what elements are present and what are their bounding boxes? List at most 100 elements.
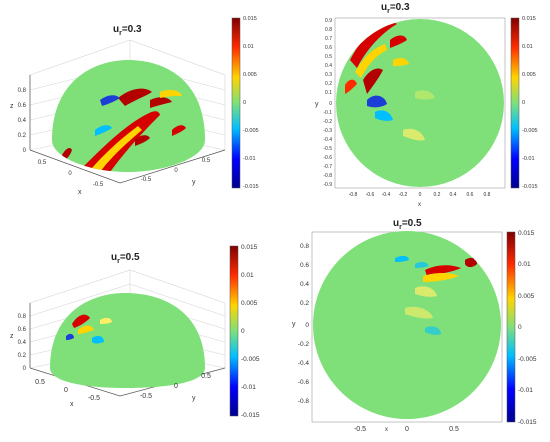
disk-surface <box>336 19 504 187</box>
y-tick-label: -0.8 <box>323 173 332 179</box>
y-tick-label: -0.4 <box>323 137 332 143</box>
colorbar-tick-label: 0 <box>241 328 245 335</box>
colorbar-tick-label: 0.005 <box>518 293 535 300</box>
x-ticks: -0.5 0 0.5 <box>354 426 459 433</box>
x-tick-label: -0.8 <box>349 192 358 198</box>
y-tick-label: 0.6 <box>325 45 332 51</box>
colorbar-tick-label: -0.015 <box>241 412 260 419</box>
x-tick-label: -0.6 <box>366 192 375 198</box>
x-tick-label: -0.4 <box>382 192 391 198</box>
z-axis-label: z <box>10 103 14 110</box>
colorbar-tick-label: 0.005 <box>241 300 258 307</box>
chart-title: ur=0.5 <box>111 252 140 265</box>
chart-title: ur=0.5 <box>393 218 422 231</box>
z-tick-label: 0.2 <box>18 133 27 139</box>
y-tick-label: -0.8 <box>298 398 310 405</box>
colorbar-tick-label: -0.015 <box>518 419 537 426</box>
y-tick-label: 0.6 <box>300 262 309 269</box>
colorbar-ticks: 0.015 0.01 0.005 0 -0.005 -0.01 -0.015 <box>243 16 259 190</box>
x-tick-label: 0.8 <box>484 192 491 198</box>
vortex-streak <box>375 110 393 121</box>
vortex-streak <box>92 126 142 172</box>
y-tick-label: -0.3 <box>323 128 332 134</box>
y-tick-label: -0.2 <box>323 119 332 125</box>
z-tick-label: 0.4 <box>18 340 27 346</box>
vortex-streak <box>72 314 90 328</box>
colorbar-tick-label: 0.01 <box>241 272 254 279</box>
x-tick-label: -0.5 <box>354 426 366 433</box>
colorbar: 0.015 0.01 0.005 0 -0.005 -0.01 -0.015 <box>231 16 259 190</box>
vortex-streak <box>355 44 387 78</box>
x-axis-label: x <box>78 189 82 196</box>
vortex-streak <box>92 335 104 344</box>
colorbar-tick-label: 0.015 <box>522 16 536 22</box>
y-tick-label: 0.2 <box>300 300 309 307</box>
colorbar: 0.015 0.01 0.005 0 -0.005 -0.01 -0.015 <box>229 244 260 419</box>
y-tick-label: -0.5 <box>140 393 152 400</box>
colorbar-tick-label: 0.015 <box>243 16 257 22</box>
y-tick-label: 0.7 <box>325 36 332 42</box>
z-tick-label: 0.6 <box>18 103 27 109</box>
x-tick-label: 0.5 <box>38 160 47 166</box>
colorbar: 0.015 0.01 0.005 0 -0.005 -0.01 -0.015 <box>510 16 538 190</box>
colorbar-tick-label: -0.005 <box>522 128 538 134</box>
y-ticks: 0.8 0.6 0.4 0.2 0 -0.2 -0.4 -0.6 -0.8 <box>298 243 310 405</box>
y-tick-label: -0.6 <box>298 379 310 386</box>
y-tick-label: 0 <box>174 168 178 174</box>
colorbar-tick-label: 0.015 <box>241 244 258 251</box>
hemisphere-surface <box>50 293 205 388</box>
colorbar-tick-label: -0.015 <box>522 184 538 190</box>
x-axis-label: x <box>385 427 388 433</box>
vortex-streak <box>415 286 437 297</box>
x-tick-label: 0.5 <box>449 426 459 433</box>
vortex-streak <box>95 125 112 136</box>
y-ticks: 0.9 0.8 0.7 0.6 0.5 0.4 0.3 0.2 0.1 0 -0… <box>323 18 332 188</box>
vortex-streak <box>100 317 112 324</box>
vortex-streak <box>393 57 409 66</box>
z-tick-label: 0.6 <box>18 327 27 333</box>
panel-3d-ur03: ur=0.3 <box>0 0 275 218</box>
colorbar-tick-label: 0.01 <box>518 261 531 268</box>
chart-title: ur=0.3 <box>113 24 142 37</box>
y-tick-label: 0.4 <box>300 281 309 288</box>
vortex-streak <box>78 325 94 334</box>
y-tick-label: 0.5 <box>325 54 332 60</box>
z-tick-label: 0.8 <box>18 314 27 320</box>
vortex-streak <box>390 35 407 48</box>
x-tick-label: 0 <box>68 171 72 177</box>
hemisphere-surface <box>52 60 205 172</box>
vortex-streak <box>66 333 74 340</box>
z-tick-label: 0 <box>23 148 27 154</box>
disk-surface <box>313 231 501 419</box>
y-tick-label: 0.4 <box>325 63 332 69</box>
y-axis-label: y <box>292 321 296 328</box>
x-tick-label: 0.6 <box>467 192 474 198</box>
colorbar-tick-label: 0.01 <box>522 44 533 50</box>
vortex-streak <box>150 97 172 108</box>
hemisphere-plot: 0 0.2 0.4 0.6 0.8 z 0.5 0 -0.5 x -0.5 0 … <box>10 244 260 419</box>
vortex-streak <box>415 261 429 268</box>
colorbar-tick-label: 0 <box>518 324 522 331</box>
y-tick-label: -0.1 <box>323 110 332 116</box>
y-tick-label: -0.5 <box>323 146 332 152</box>
colorbar-tick-label: -0.01 <box>518 387 533 394</box>
x-tick-label: 0.5 <box>35 379 45 386</box>
x-axis-label: x <box>70 401 74 408</box>
vortex-streak <box>465 257 477 267</box>
colorbar-tick-label: 0 <box>522 100 525 106</box>
vortex-streak <box>425 326 441 335</box>
colorbar-tick-label: 0.005 <box>522 72 536 78</box>
colorbar-tick-label: -0.005 <box>241 356 260 363</box>
y-tick-label: 0.8 <box>325 27 332 33</box>
colorbar-tick-label: -0.01 <box>243 156 256 162</box>
vortex-streak <box>425 265 461 276</box>
x-tick-label: -0.5 <box>88 395 100 402</box>
vortex-streak <box>172 125 186 136</box>
x-ticks: -0.8 -0.6 -0.4 -0.2 0 0.2 0.4 0.6 0.8 <box>349 192 491 198</box>
vortex-streak <box>100 95 120 106</box>
vortex-streak <box>345 79 357 94</box>
z-axis-label: z <box>10 333 14 340</box>
z-tick-label: 0.4 <box>18 118 27 124</box>
colorbar-tick-label: -0.005 <box>518 356 537 363</box>
x-tick-label: 0.2 <box>434 192 441 198</box>
